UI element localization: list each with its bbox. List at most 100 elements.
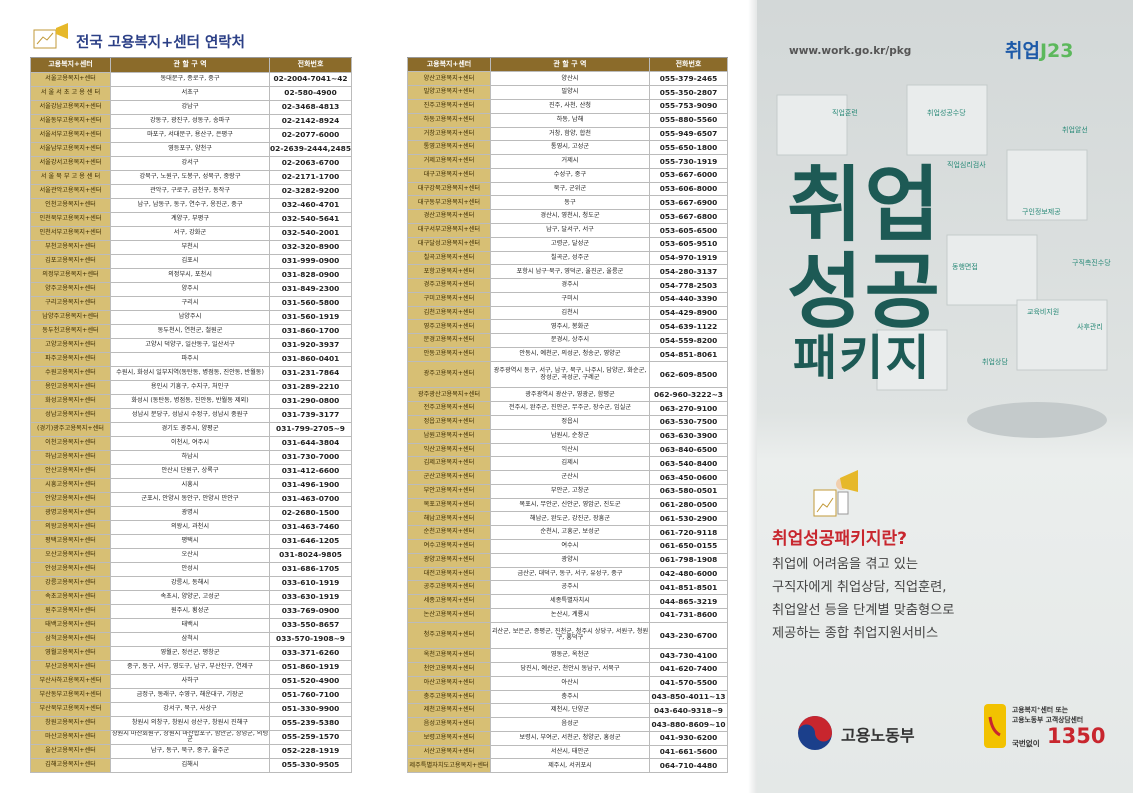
area: 사하구 [111, 674, 271, 688]
table-row: 김제고용복지+센터 김제시 063-540-8400 [407, 457, 728, 472]
area: 순천시, 고흥군, 보성군 [491, 526, 650, 539]
table-row: 광주광산고용복지+센터 광주광역시 광산구, 영광군, 함평군 062-960-32… [407, 388, 728, 403]
area: 세종특별자치시 [491, 595, 650, 608]
area: 동구 [491, 196, 650, 210]
phone: 031-8024-9805 [270, 548, 352, 562]
table-row: 광명고용복지+센터 광명시 02-2680-1500 [30, 506, 352, 521]
table-row: 논산고용복지+센터 논산시, 계룡시 041-731-8600 [407, 608, 728, 623]
phone: 031-799-2705~9 [270, 422, 352, 436]
area: 목포시, 무안군, 신안군, 영암군, 진도군 [491, 498, 650, 512]
phone: 041-930-6200 [650, 731, 728, 745]
center-name: 김포고용복지+센터 [30, 254, 111, 268]
phone: 063-540-8400 [650, 457, 728, 471]
table-row: 통영고용복지+센터 통영시, 고성군 055-650-1800 [407, 141, 728, 156]
phone: 055-880-5560 [650, 113, 728, 127]
phone: 063-840-6500 [650, 443, 728, 457]
area: 익산시 [491, 443, 650, 457]
table-row: 서울남부고용복지+센터 영등포구, 양천구 02-2639-2444,2485 [30, 142, 352, 157]
center-name: 제주특별자치도고용복지+센터 [407, 759, 491, 773]
center-name: 수원고용복지+센터 [30, 366, 111, 380]
area: 금정구, 동래구, 수영구, 해운대구, 기장군 [111, 688, 271, 702]
table-row: 안양고용복지+센터 군포시, 안양시 동안구, 안양시 만안구 031-463-07… [30, 492, 352, 507]
phone: 062-960-3222~3 [650, 388, 728, 402]
phone: 053-605-9510 [650, 237, 728, 251]
phone: 02-2004-7041~42 [270, 72, 352, 86]
phone: 033-610-1919 [270, 576, 352, 590]
table-row: 김해고용복지+센터 김해시 055-330-9505 [30, 758, 352, 773]
area: 포항시 남구·북구, 영덕군, 울진군, 울릉군 [491, 265, 650, 279]
area: 하남시 [111, 450, 271, 464]
url: www.work.go.kr/pkg [789, 45, 912, 57]
center-name: 충주고용복지+센터 [407, 690, 491, 704]
area: 용인시 기흥구, 수지구, 처인구 [111, 380, 271, 394]
puzzle-label: 직업심리검사 [947, 161, 986, 169]
area: 수성구, 중구 [491, 168, 650, 182]
center-name: 순천고용복지+센터 [407, 526, 491, 539]
phone: 063-450-0600 [650, 471, 728, 484]
table-row: 광양고용복지+센터 광양시 061-798-1908 [407, 553, 728, 568]
table-row: 부안고용복지+센터 부안군, 고창군 063-580-0501 [407, 484, 728, 499]
description-line: 취업에 어려움을 겪고 있는 [772, 557, 919, 572]
header-row: 고용복지+센터 관 할 구 역 전화번호 [407, 58, 728, 73]
center-name: 천안고용복지+센터 [407, 662, 491, 676]
area: 의정부시, 포천시 [111, 268, 271, 282]
center-name: 서 울 북 부 고 용 센 터 [30, 170, 111, 184]
table-row: 화성고용복지+센터 화성시 (동탄동, 병점동, 진안동, 반월동 제외) 031-… [30, 394, 352, 409]
area: 보령시, 부여군, 서천군, 청양군, 홍성군 [491, 731, 650, 745]
area: 성남시 분당구, 성남시 수정구, 성남시 중원구 [111, 408, 271, 422]
area: 강동구, 광진구, 성동구, 송파구 [111, 114, 271, 128]
center-name: 남원고용복지+센터 [407, 429, 491, 443]
phone: 02-580-4900 [270, 86, 352, 100]
phone: 055-650-1800 [650, 141, 728, 155]
phone: 032-320-8900 [270, 240, 352, 254]
table-row: 시흥고용복지+센터 시흥시 031-496-1900 [30, 478, 352, 493]
table-row: 천안고용복지+센터 당진시, 예산군, 천안시 동남구, 서북구 041-620-7… [407, 662, 728, 677]
center-name: 서울동부고용복지+센터 [30, 114, 111, 128]
phone: 051-520-4900 [270, 674, 352, 688]
logo-mark: J23 [1039, 40, 1074, 62]
table-row: 순천고용복지+센터 순천시, 고흥군, 보성군 061-720-9118 [407, 526, 728, 540]
phone: 043-880-8609~10 [650, 718, 728, 731]
table-row: 삼척고용복지+센터 삼척시 033-570-1908~9 [30, 632, 352, 647]
table-row: 영월고용복지+센터 영월군, 정선군, 평창군 033-371-6260 [30, 646, 352, 661]
center-name: 서산고용복지+센터 [407, 745, 491, 759]
phone: 053-667-6900 [650, 196, 728, 210]
puzzle-label: 동행면접 [952, 263, 978, 271]
logo-text: 취업 [1005, 40, 1040, 62]
phone: 054-559-8200 [650, 334, 728, 348]
table-row: 부산고용복지+센터 중구, 동구, 서구, 영도구, 남구, 부산진구, 연제구 0… [30, 660, 352, 675]
center-name: 서울강서고용복지+센터 [30, 156, 111, 170]
area: 제주시, 서귀포시 [491, 759, 650, 773]
table-row: 서울관악고용복지+센터 관악구, 구로구, 금천구, 동작구 02-3282-920… [30, 184, 352, 199]
puzzle-bg [776, 84, 1108, 438]
table-row: 목포고용복지+센터 목포시, 무안군, 신안군, 영암군, 진도군 061-280-… [407, 498, 728, 513]
table-row: 강릉고용복지+센터 강릉시, 동해시 033-610-1919 [30, 576, 352, 591]
phone-icon [984, 704, 1006, 748]
area: 태백시 [111, 618, 271, 632]
area: 김제시 [491, 457, 650, 471]
phone: 02-2063-6700 [270, 156, 352, 170]
center-name: 창원고용복지+센터 [30, 716, 111, 730]
area: 남원시, 순창군 [491, 429, 650, 443]
phone: 031-289-2210 [270, 380, 352, 394]
area: 여수시 [491, 539, 650, 553]
table-row: 제천고용복지+센터 제천시, 단양군 043-640-9318~9 [407, 704, 728, 719]
center-name: 안동고용복지+센터 [407, 348, 491, 361]
area: 화성시 (동탄동, 병점동, 진안동, 반월동 제외) [111, 394, 271, 408]
phone: 041-620-7400 [650, 662, 728, 676]
phone: 041-851-8501 [650, 581, 728, 595]
center-name: 진주고용복지+센터 [407, 99, 491, 113]
phone: 02-2142-8924 [270, 114, 352, 128]
contact-table: 고용복지+센터 관 할 구 역 전화번호 양산고용복지+센터 양산시 055-379-24… [407, 57, 728, 774]
area: 광명시 [111, 506, 271, 520]
column-header: 관 할 구 역 [111, 58, 271, 72]
table-row: 여수고용복지+센터 여수시 061-650-0155 [407, 539, 728, 554]
center-name: 보령고용복지+센터 [407, 731, 491, 745]
contact: 고용복지⁺센터 또는 고용노동부 고객상담센터 [1012, 705, 1083, 725]
table-row: 구미고용복지+센터 구미시 054-440-3390 [407, 292, 728, 307]
area: 속초시, 양양군, 고성군 [111, 590, 271, 604]
center-name: 성남고용복지+센터 [30, 408, 111, 422]
table-row: 의정부고용복지+센터 의정부시, 포천시 031-828-0900 [30, 268, 352, 283]
area: 충주시 [491, 690, 650, 704]
center-name: 대구서부고용복지+센터 [407, 224, 491, 237]
